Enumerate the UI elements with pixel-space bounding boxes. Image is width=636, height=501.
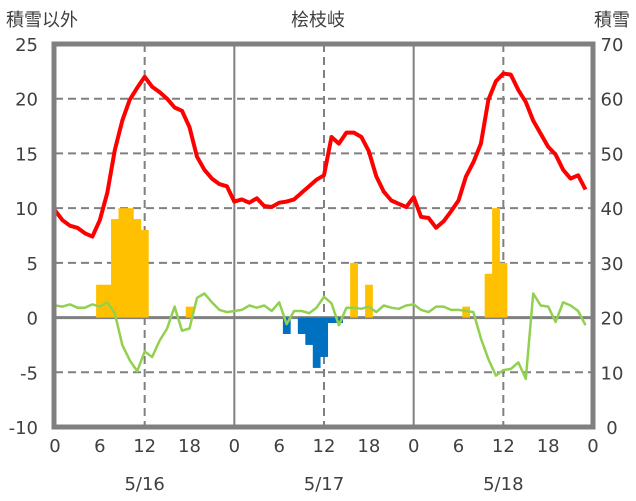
date-label: 5/16 xyxy=(124,474,164,495)
x-tick-label: 12 xyxy=(133,436,156,457)
x-tick-label: 18 xyxy=(537,436,560,457)
series-line-red xyxy=(53,71,588,239)
y-left-tick-label: -10 xyxy=(9,418,38,439)
y-left-tick-label: 0 xyxy=(27,309,38,330)
snow-bar-positive xyxy=(125,208,134,318)
x-tick-label: 0 xyxy=(408,436,419,457)
y-left-tick-label: 20 xyxy=(15,90,38,111)
series-lines xyxy=(53,71,588,381)
chart-title: 桧枝岐 xyxy=(291,10,345,31)
snow-bar-positive xyxy=(111,219,119,318)
snow-bar-negative xyxy=(305,317,314,345)
snow-bar-positive xyxy=(499,262,508,318)
x-tick-label: 0 xyxy=(49,436,60,457)
date-label: 5/18 xyxy=(483,474,523,495)
y-right-tick-label: 0 xyxy=(606,418,617,439)
snow-bar-positive xyxy=(350,262,358,318)
x-tick-label: 6 xyxy=(453,436,464,457)
x-tick-label: 18 xyxy=(178,436,201,457)
x-tick-label: 12 xyxy=(313,436,336,457)
snow-bar-positive xyxy=(185,306,194,318)
plot-border xyxy=(51,41,596,430)
snow-bar-negative xyxy=(312,317,321,368)
snow-bar-positive xyxy=(133,219,142,318)
snow-bar-negative xyxy=(327,317,336,324)
y-right-tick-label: 50 xyxy=(601,144,624,165)
date-label: 5/17 xyxy=(304,474,344,495)
x-tick-label: 0 xyxy=(587,436,598,457)
left-axis-title: 積雪以外 xyxy=(6,10,78,31)
y-right-tick-label: 40 xyxy=(601,199,624,220)
y-right-tick-label: 60 xyxy=(601,90,624,111)
snow-bar-positive xyxy=(492,208,500,318)
y-left-tick-label: 5 xyxy=(27,254,38,275)
snow-bar-negative xyxy=(297,317,306,334)
snow-bar-negative xyxy=(335,317,343,324)
x-tick-label: 6 xyxy=(94,436,105,457)
y-right-tick-label: 30 xyxy=(601,254,624,275)
y-right-tick-label: 20 xyxy=(601,309,624,330)
snow-bar-positive xyxy=(365,284,373,318)
snow-bar-positive xyxy=(484,273,493,318)
y-left-tick-label: 25 xyxy=(15,35,38,56)
snow-bar-positive xyxy=(118,208,127,318)
snow-bar-positive xyxy=(140,230,149,318)
x-tick-label: 18 xyxy=(357,436,380,457)
snow-bar-negative xyxy=(282,317,291,334)
y-right-tick-label: 70 xyxy=(601,35,624,56)
y-left-tick-label: 15 xyxy=(15,144,38,165)
snow-bar-negative xyxy=(320,317,329,357)
y-left-tick-label: 10 xyxy=(15,199,38,220)
y-left-tick-label: -5 xyxy=(20,363,38,384)
snow-bar-positive xyxy=(96,284,104,318)
series-line-green xyxy=(54,292,587,381)
x-tick-label: 0 xyxy=(229,436,240,457)
right-axis-title: 積雪 xyxy=(594,10,630,31)
x-tick-label: 6 xyxy=(273,436,284,457)
y-right-tick-label: 10 xyxy=(601,363,624,384)
x-tick-label: 12 xyxy=(492,436,515,457)
